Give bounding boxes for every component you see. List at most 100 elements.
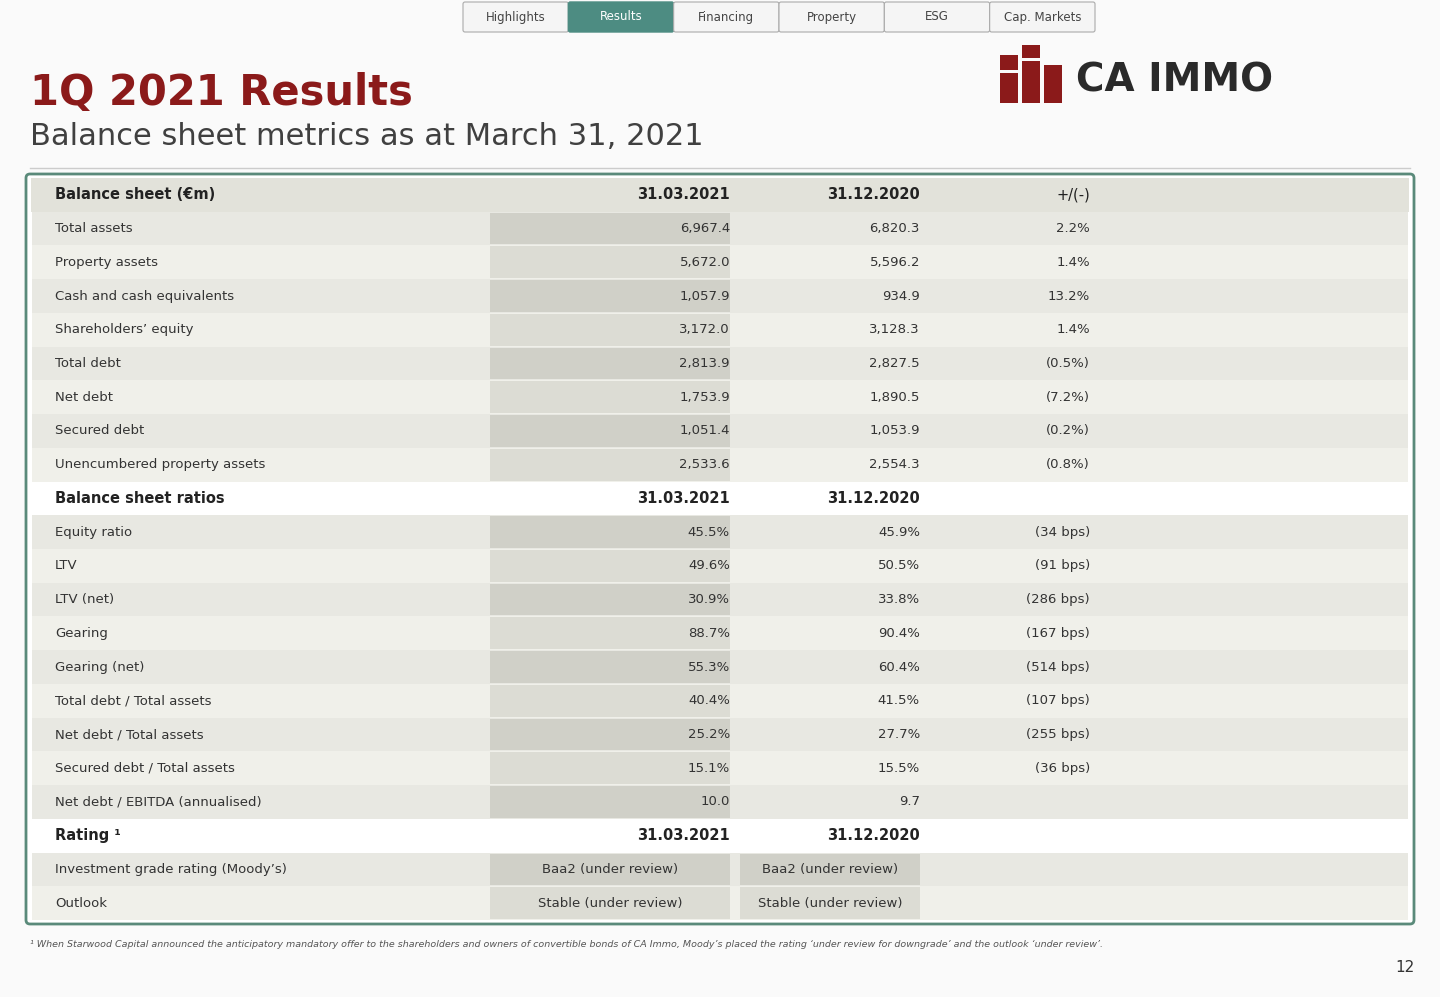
Bar xyxy=(32,313,1408,347)
Text: 1,890.5: 1,890.5 xyxy=(870,391,920,404)
Text: 3,172.0: 3,172.0 xyxy=(680,323,730,336)
Bar xyxy=(490,651,730,683)
Text: 31.12.2020: 31.12.2020 xyxy=(827,187,920,202)
Text: Equity ratio: Equity ratio xyxy=(55,525,132,538)
Text: (0.2%): (0.2%) xyxy=(1045,425,1090,438)
Text: (514 bps): (514 bps) xyxy=(1027,661,1090,674)
Text: (91 bps): (91 bps) xyxy=(1035,559,1090,572)
Text: (0.5%): (0.5%) xyxy=(1045,357,1090,370)
Text: 1Q 2021 Results: 1Q 2021 Results xyxy=(30,72,413,114)
Text: 55.3%: 55.3% xyxy=(688,661,730,674)
Bar xyxy=(32,886,1408,920)
Text: 1.4%: 1.4% xyxy=(1057,256,1090,269)
Bar xyxy=(32,718,1408,752)
Bar xyxy=(32,852,1408,886)
Text: 40.4%: 40.4% xyxy=(688,694,730,707)
Text: Secured debt: Secured debt xyxy=(55,425,144,438)
Bar xyxy=(490,382,730,413)
Text: +/(-): +/(-) xyxy=(1057,187,1090,202)
Text: 1.4%: 1.4% xyxy=(1057,323,1090,336)
Text: 31.12.2020: 31.12.2020 xyxy=(827,491,920,505)
Bar xyxy=(32,515,1408,549)
Text: Property: Property xyxy=(806,11,857,24)
FancyBboxPatch shape xyxy=(884,2,989,32)
Bar xyxy=(1022,45,1040,58)
Text: 88.7%: 88.7% xyxy=(688,627,730,640)
Bar xyxy=(490,449,730,481)
Bar xyxy=(32,752,1408,785)
Text: Balance sheet (€m): Balance sheet (€m) xyxy=(55,187,215,202)
FancyBboxPatch shape xyxy=(569,2,674,32)
Bar xyxy=(999,55,1018,70)
Bar xyxy=(32,785,1408,819)
Bar xyxy=(490,753,730,784)
Text: 25.2%: 25.2% xyxy=(688,728,730,741)
Text: 1,753.9: 1,753.9 xyxy=(680,391,730,404)
Text: Stable (under review): Stable (under review) xyxy=(537,896,683,909)
Text: Cap. Markets: Cap. Markets xyxy=(1004,11,1081,24)
Bar xyxy=(32,650,1408,684)
Text: 5,672.0: 5,672.0 xyxy=(680,256,730,269)
Text: 6,820.3: 6,820.3 xyxy=(870,222,920,235)
Text: 60.4%: 60.4% xyxy=(878,661,920,674)
Text: 934.9: 934.9 xyxy=(883,289,920,302)
Bar xyxy=(740,853,920,885)
Text: (107 bps): (107 bps) xyxy=(1027,694,1090,707)
Text: Outlook: Outlook xyxy=(55,896,107,909)
Bar xyxy=(32,549,1408,582)
Bar xyxy=(490,246,730,278)
Text: Net debt / EBITDA (annualised): Net debt / EBITDA (annualised) xyxy=(55,796,262,809)
Bar xyxy=(1044,65,1063,103)
Text: (286 bps): (286 bps) xyxy=(1027,593,1090,606)
Bar xyxy=(490,314,730,346)
Text: Balance sheet metrics as at March 31, 2021: Balance sheet metrics as at March 31, 20… xyxy=(30,122,704,151)
Text: 45.5%: 45.5% xyxy=(688,525,730,538)
Bar xyxy=(490,853,730,885)
Text: 31.03.2021: 31.03.2021 xyxy=(638,491,730,505)
Text: (36 bps): (36 bps) xyxy=(1035,762,1090,775)
FancyBboxPatch shape xyxy=(779,2,884,32)
Bar xyxy=(32,414,1408,448)
Text: Balance sheet ratios: Balance sheet ratios xyxy=(55,491,225,505)
Bar xyxy=(32,211,1408,245)
Text: Gearing (net): Gearing (net) xyxy=(55,661,144,674)
Text: 2.2%: 2.2% xyxy=(1057,222,1090,235)
Text: Baa2 (under review): Baa2 (under review) xyxy=(762,863,899,876)
Bar xyxy=(490,617,730,649)
Bar xyxy=(32,448,1408,482)
Text: CA IMMO: CA IMMO xyxy=(1076,61,1273,99)
Text: (0.8%): (0.8%) xyxy=(1047,459,1090,472)
Bar xyxy=(32,279,1408,313)
Text: 9.7: 9.7 xyxy=(899,796,920,809)
Bar xyxy=(490,280,730,312)
Text: 10.0: 10.0 xyxy=(701,796,730,809)
Bar xyxy=(32,582,1408,616)
Bar xyxy=(490,550,730,581)
Bar xyxy=(490,348,730,380)
Text: (7.2%): (7.2%) xyxy=(1045,391,1090,404)
Text: Total assets: Total assets xyxy=(55,222,132,235)
Bar xyxy=(490,516,730,548)
Bar xyxy=(32,381,1408,414)
Bar xyxy=(490,786,730,818)
Text: 90.4%: 90.4% xyxy=(878,627,920,640)
Text: Net debt / Total assets: Net debt / Total assets xyxy=(55,728,203,741)
Bar xyxy=(1022,61,1040,103)
FancyBboxPatch shape xyxy=(464,2,569,32)
FancyBboxPatch shape xyxy=(674,2,779,32)
FancyBboxPatch shape xyxy=(989,2,1094,32)
Text: 1,053.9: 1,053.9 xyxy=(870,425,920,438)
Text: 15.5%: 15.5% xyxy=(878,762,920,775)
Text: 2,533.6: 2,533.6 xyxy=(680,459,730,472)
Bar xyxy=(32,347,1408,381)
Text: 12: 12 xyxy=(1395,960,1416,975)
Bar xyxy=(999,73,1018,103)
Text: Financing: Financing xyxy=(698,11,755,24)
Text: 3,128.3: 3,128.3 xyxy=(870,323,920,336)
Text: Investment grade rating (Moody’s): Investment grade rating (Moody’s) xyxy=(55,863,287,876)
Bar xyxy=(32,616,1408,650)
Text: Highlights: Highlights xyxy=(485,11,546,24)
Text: 30.9%: 30.9% xyxy=(688,593,730,606)
Text: (255 bps): (255 bps) xyxy=(1027,728,1090,741)
Text: 15.1%: 15.1% xyxy=(688,762,730,775)
